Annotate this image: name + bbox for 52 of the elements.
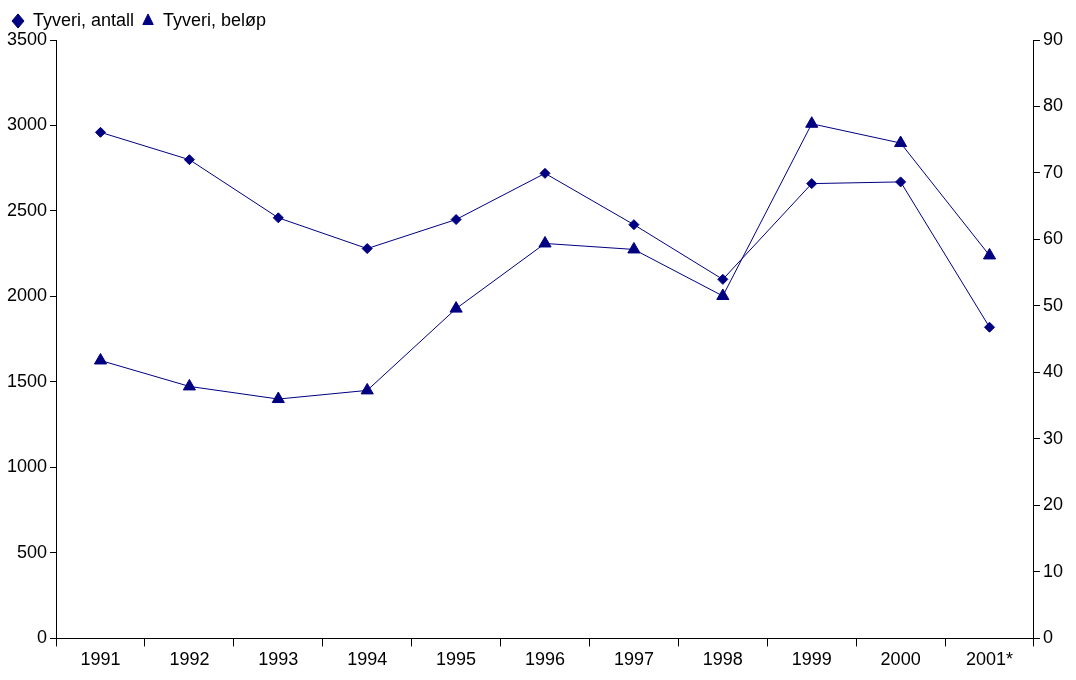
x-tick-label: 1994	[347, 649, 388, 670]
y2-tick-label: 20	[1042, 494, 1064, 515]
point	[717, 273, 729, 285]
x-tick-label: 2001*	[966, 649, 1014, 670]
y2-tick-label: 30	[1042, 427, 1064, 448]
point	[627, 241, 641, 254]
point	[538, 235, 552, 248]
y2-tick-label: 90	[1042, 28, 1064, 49]
x-tick-label: 1993	[258, 649, 299, 670]
point	[272, 212, 284, 224]
y2-tick-label: 50	[1042, 294, 1064, 315]
y-tick-label: 500	[17, 541, 48, 562]
y2-tick-label: 80	[1042, 95, 1064, 116]
y-tick-label: 0	[37, 627, 48, 648]
x-tick-label: 1999	[791, 649, 832, 670]
point	[805, 116, 819, 128]
point	[361, 243, 373, 255]
point	[806, 178, 818, 190]
y2-tick-label: 60	[1042, 228, 1064, 249]
x-tick-label: 1995	[436, 649, 477, 670]
point	[628, 219, 640, 231]
point	[982, 247, 997, 260]
y-tick-label: 2000	[7, 285, 48, 306]
x-tick-label: 1991	[80, 649, 121, 670]
y-tick-label: 3000	[7, 114, 48, 135]
point	[895, 176, 907, 188]
point	[894, 135, 908, 148]
y2-tick-label: 10	[1042, 560, 1064, 581]
x-tick-label: 1996	[524, 649, 566, 670]
legend-label: Tyveri, antall	[33, 9, 135, 30]
point	[449, 301, 463, 313]
x-tick-label: 1998	[702, 649, 743, 670]
point	[539, 167, 551, 179]
point	[716, 288, 730, 300]
point	[360, 382, 374, 395]
point	[95, 126, 106, 138]
y-tick-label: 1000	[7, 456, 48, 477]
point	[450, 214, 462, 226]
point	[93, 352, 108, 365]
point	[182, 378, 196, 391]
point	[183, 154, 195, 166]
y2-tick-label: 40	[1042, 361, 1064, 382]
y-tick-label: 2500	[7, 199, 48, 220]
y-tick-label: 1500	[7, 370, 48, 391]
x-tick-label: 1997	[613, 649, 654, 670]
x-tick-label: 2000	[880, 649, 921, 670]
y2-tick-label: 0	[1042, 627, 1053, 648]
x-tick-label: 1992	[169, 649, 210, 670]
point	[271, 391, 285, 404]
point	[984, 321, 996, 333]
y2-tick-label: 70	[1042, 161, 1064, 182]
legend-label: Tyveri, beløp	[163, 9, 267, 30]
